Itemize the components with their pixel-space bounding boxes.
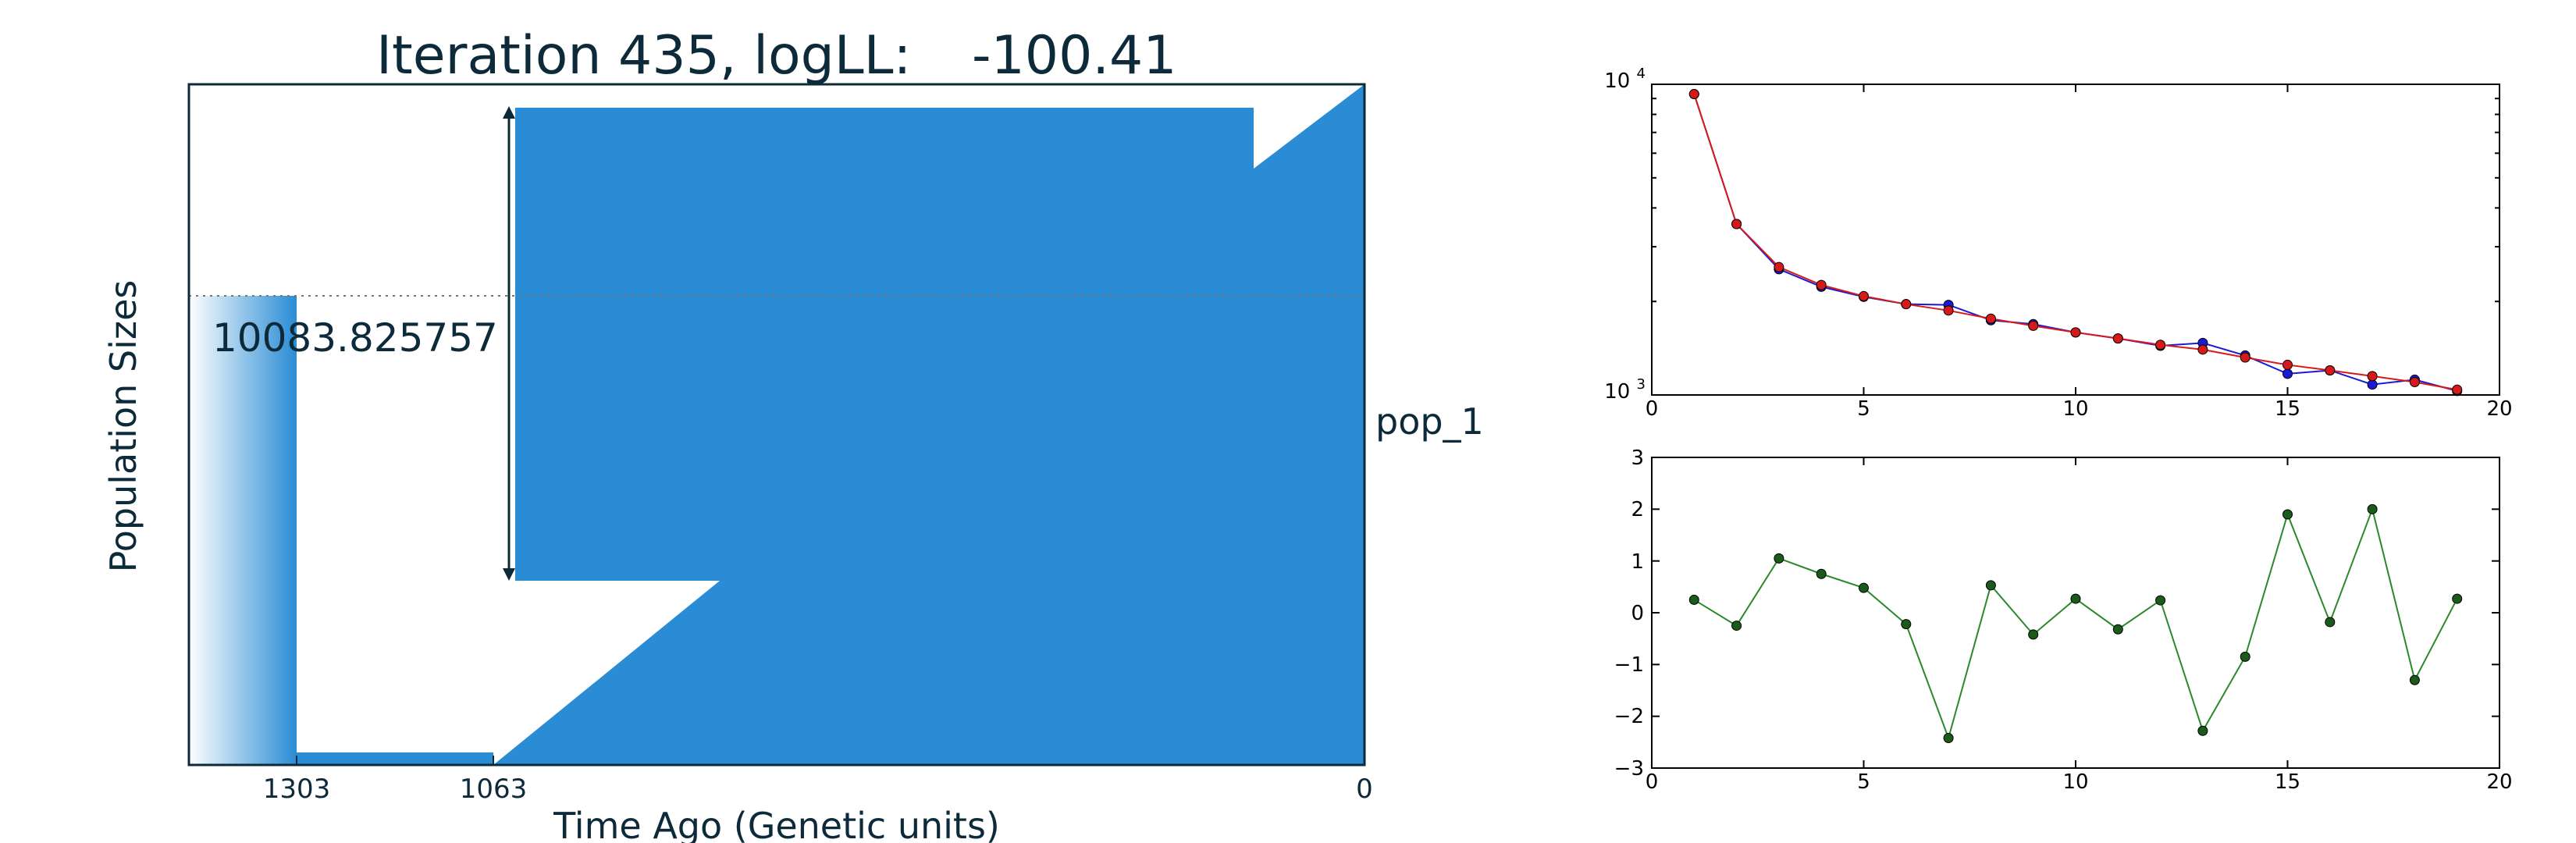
residuals-series-layer — [1688, 503, 2463, 744]
y-tick-label: 0 — [1631, 602, 1644, 625]
x-tick-label: 15 — [2275, 397, 2300, 421]
x-tick-label: 10 — [2062, 397, 2088, 421]
data-point — [2452, 593, 2463, 604]
data-point — [1731, 621, 1742, 631]
data-point — [2240, 352, 2250, 363]
data-point — [1901, 619, 1912, 630]
loglikelihood-value: -100.41 — [972, 25, 1176, 87]
data-point — [2282, 359, 2293, 370]
y-tick-label: 1 — [1631, 550, 1644, 574]
data-point — [2155, 595, 2166, 606]
ancestral-population-bar — [297, 752, 493, 765]
residuals-axes-frame — [1651, 457, 2500, 769]
data-point — [2070, 327, 2081, 338]
x-tick-label: 0 — [1646, 397, 1659, 421]
data-point — [2112, 624, 2123, 635]
y-tick-base: 10 — [1604, 69, 1630, 93]
data-point — [2325, 617, 2336, 628]
sfs-axes-frame — [1651, 84, 2500, 396]
residuals-chart: 3 2 1 0 −1 −2 −3 0 5 10 15 20 — [1614, 446, 2513, 794]
population-size-annotation: 10083.825757 — [212, 315, 498, 361]
y-tick-label: 10 4 — [1604, 66, 1646, 93]
demography-title-prefix: Iteration 435, logLL: — [376, 25, 911, 87]
data-point — [2367, 379, 2378, 390]
y-tick-label: −2 — [1614, 705, 1644, 728]
data-point — [2409, 674, 2420, 685]
x-tick-label: 1303 — [263, 774, 331, 805]
x-tick-label: 15 — [2275, 770, 2300, 794]
demography-y-axis-label: Population Sizes — [102, 280, 144, 573]
x-tick-label: 1063 — [460, 774, 528, 805]
data-point — [1985, 580, 1996, 591]
ancestral-population-fade — [189, 296, 297, 765]
demography-x-ticks — [296, 756, 1365, 765]
data-point — [2197, 725, 2208, 736]
sfs-chart: 10 4 10 3 0 5 10 15 20 — [1604, 66, 2512, 421]
data-point — [2452, 384, 2463, 395]
data-point — [1943, 733, 1954, 744]
data-point — [2028, 320, 2039, 331]
population-label: pop_1 — [1375, 400, 1484, 443]
size-arrow — [503, 106, 515, 581]
data-point — [1774, 553, 1784, 564]
x-tick-label: 5 — [1857, 770, 1870, 794]
data-point — [1816, 279, 1827, 290]
x-tick-label: 10 — [2062, 770, 2088, 794]
data-point — [1774, 261, 1784, 272]
x-tick-label: 20 — [2486, 770, 2512, 794]
y-tick-label: −3 — [1614, 757, 1644, 781]
data-point — [2240, 651, 2250, 662]
series-line — [1693, 94, 2457, 392]
data-point — [2155, 340, 2166, 350]
y-tick-exponent: 3 — [1637, 376, 1646, 393]
data-point — [1688, 89, 1699, 100]
data-point — [2325, 365, 2336, 375]
y-tick-label: 3 — [1631, 446, 1644, 470]
data-point — [2282, 368, 2293, 379]
series-line — [1693, 94, 2457, 391]
data-point — [1816, 568, 1827, 579]
x-tick-label: 0 — [1356, 774, 1373, 805]
data-point — [1731, 219, 1742, 229]
data-point — [2367, 371, 2378, 382]
demography-plot: Iteration 435, logLL: -100.41 10083.8257… — [102, 25, 1484, 843]
x-tick-label: 20 — [2486, 397, 2512, 421]
sfs-axis-ticks — [1651, 84, 2500, 395]
data-point — [1901, 299, 1912, 310]
x-tick-label: 0 — [1646, 770, 1659, 794]
residuals-axis-ticks — [1651, 457, 2500, 769]
data-point — [2282, 509, 2293, 520]
data-point — [2409, 377, 2420, 388]
y-tick-label: 2 — [1631, 498, 1644, 521]
data-point — [2197, 344, 2208, 355]
data-point — [1688, 594, 1699, 605]
demography-axes-frame — [187, 83, 1366, 767]
series-line — [1693, 506, 2458, 741]
y-tick-base: 10 — [1604, 380, 1630, 404]
data-point — [2112, 333, 2123, 344]
y-tick-exponent: 4 — [1637, 66, 1646, 82]
sfs-series-layer — [1688, 89, 2463, 397]
demography-x-axis-label: Time Ago (Genetic units) — [553, 805, 1000, 843]
y-tick-label: −1 — [1614, 653, 1644, 677]
y-tick-label: 10 3 — [1604, 376, 1646, 404]
data-point — [2028, 629, 2039, 640]
population-size-change-shape — [493, 84, 1364, 765]
x-tick-label: 5 — [1857, 397, 1870, 421]
data-point — [2367, 503, 2378, 514]
data-point — [2070, 593, 2081, 604]
data-point — [1985, 313, 1996, 324]
data-point — [1859, 582, 1869, 593]
data-point — [1943, 305, 1954, 316]
data-point — [1859, 290, 1869, 301]
